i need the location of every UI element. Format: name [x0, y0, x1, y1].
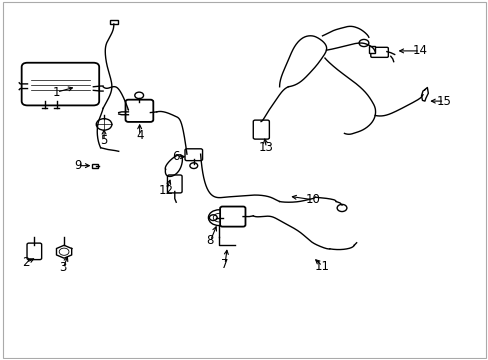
Text: 5: 5 — [100, 134, 107, 147]
Text: 7: 7 — [221, 258, 228, 271]
Bar — [110, 20, 118, 24]
Text: 4: 4 — [136, 129, 143, 142]
Text: 11: 11 — [314, 260, 329, 273]
Text: 13: 13 — [259, 141, 273, 154]
FancyBboxPatch shape — [167, 175, 182, 193]
Text: 14: 14 — [412, 44, 427, 57]
FancyBboxPatch shape — [220, 207, 245, 226]
Text: 1: 1 — [53, 86, 61, 99]
FancyBboxPatch shape — [21, 63, 99, 105]
FancyBboxPatch shape — [27, 243, 41, 260]
Text: 6: 6 — [172, 150, 180, 163]
Bar — [368, 46, 374, 53]
Text: 3: 3 — [60, 261, 67, 274]
Text: 15: 15 — [436, 95, 451, 108]
FancyBboxPatch shape — [184, 149, 202, 161]
Text: 12: 12 — [159, 184, 174, 197]
Bar — [92, 163, 98, 168]
Text: 8: 8 — [206, 234, 214, 247]
FancyBboxPatch shape — [253, 120, 269, 139]
Text: 10: 10 — [305, 193, 320, 206]
Text: 2: 2 — [22, 256, 30, 269]
FancyBboxPatch shape — [370, 47, 387, 57]
Text: 9: 9 — [74, 159, 81, 172]
FancyBboxPatch shape — [125, 100, 153, 122]
